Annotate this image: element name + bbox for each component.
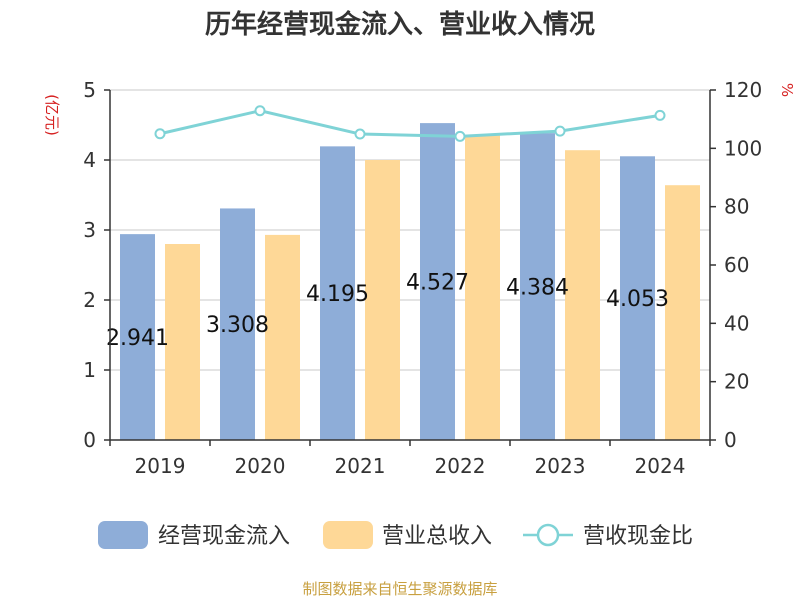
- data-label: 4.195: [306, 282, 369, 307]
- y-left-unit-label: (亿元): [43, 94, 61, 136]
- y-left-tick-label: 2: [83, 288, 96, 312]
- data-label: 4.053: [606, 287, 669, 312]
- ratio-point: [254, 105, 266, 117]
- gridlines: [110, 89, 710, 371]
- bar-revenue: [465, 135, 500, 440]
- data-label: 3.308: [206, 313, 269, 338]
- y-left-tick-label: 4: [83, 148, 96, 172]
- bar-revenue: [565, 150, 600, 440]
- legend-label: 营收现金比: [583, 524, 693, 549]
- bar-revenue: [665, 185, 700, 440]
- legend-swatch-1: [323, 521, 373, 549]
- y-left-tick-label: 0: [83, 428, 96, 452]
- y-right-tick-label: 80: [724, 195, 749, 219]
- bar-cash-inflow: [620, 156, 655, 441]
- legend: 经营现金流入 营业总收入 营收现金比: [98, 521, 693, 549]
- y-right-tick-label: 60: [724, 253, 749, 277]
- bar-revenue: [165, 244, 200, 440]
- ratio-point: [154, 128, 166, 140]
- y-right-tick-label: 120: [724, 78, 762, 102]
- x-tick-label: 2020: [235, 454, 286, 478]
- data-label: 4.384: [506, 276, 569, 301]
- y-right-unit-label: %: [778, 83, 796, 97]
- ratio-point: [654, 109, 666, 121]
- x-tick-label: 2024: [635, 454, 686, 478]
- bars: [120, 123, 700, 441]
- legend-marker-swatch: [536, 523, 560, 547]
- ratio-point: [454, 130, 466, 142]
- axes: 0 1 2 3 4 5 0 20 40 60 80 100 120 2019 2020 2021 2022 202…: [83, 78, 762, 478]
- legend-label: 营业总收入: [382, 524, 492, 549]
- y-right-tick-label: 40: [724, 311, 749, 335]
- ratio-point: [554, 125, 566, 137]
- chart-title: 历年经营现金流入、营业收入情况: [205, 9, 595, 40]
- y-left-tick-label: 1: [83, 358, 96, 382]
- data-labels: 2.941 3.308 4.195 4.527 4.384 4.053: [106, 271, 669, 352]
- x-tick-label: 2021: [335, 454, 386, 478]
- y-left-tick-label: 5: [83, 78, 96, 102]
- x-tick-label: 2023: [535, 454, 586, 478]
- y-right-tick-label: 100: [724, 136, 762, 160]
- bar-cash-inflow: [520, 133, 555, 440]
- legend-swatch-0: [98, 521, 148, 549]
- bar-cash-inflow: [220, 208, 255, 440]
- source-note: 制图数据来自恒生聚源数据库: [302, 580, 497, 598]
- y-right-tick-label: 0: [724, 428, 737, 452]
- legend-label: 经营现金流入: [158, 524, 290, 549]
- bar-revenue: [365, 160, 400, 440]
- x-tick-label: 2019: [135, 454, 186, 478]
- bar-cash-inflow: [320, 146, 355, 440]
- ratio-point: [354, 128, 366, 140]
- ratio-line: [154, 105, 666, 142]
- data-label: 4.527: [406, 271, 469, 296]
- y-left-tick-label: 3: [83, 218, 96, 242]
- ratio-line-path: [159, 109, 661, 138]
- bar-cash-inflow: [420, 123, 455, 441]
- data-label: 2.941: [106, 326, 169, 351]
- x-tick-label: 2022: [435, 454, 486, 478]
- bar-cash-inflow: [120, 234, 155, 440]
- y-right-tick-label: 20: [724, 370, 749, 394]
- bar-revenue: [265, 234, 300, 440]
